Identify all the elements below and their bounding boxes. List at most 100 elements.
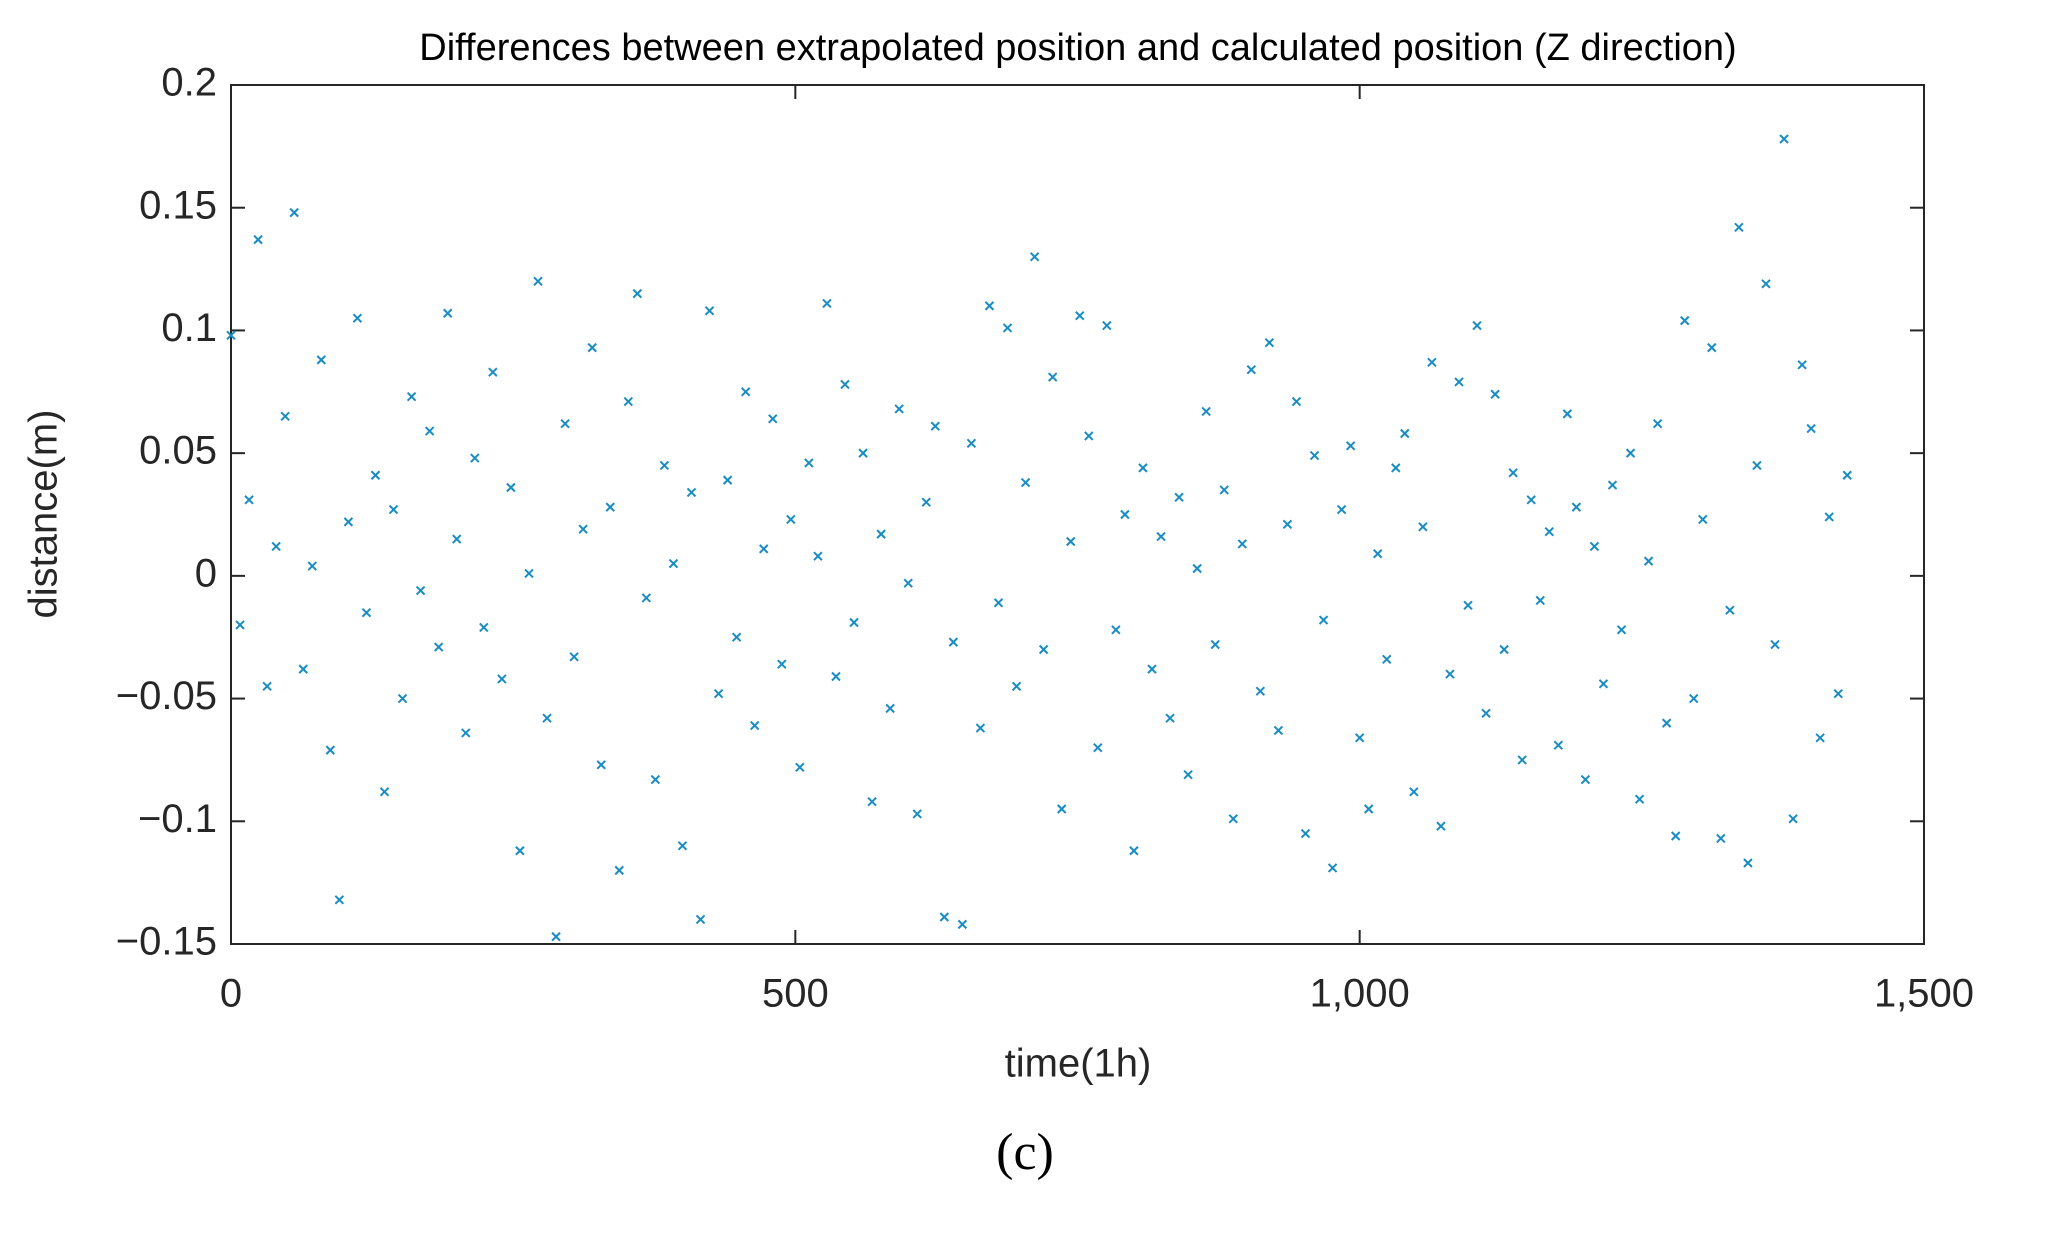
point: [912, 809, 922, 819]
point: [984, 301, 995, 311]
point: [289, 207, 299, 218]
x-axis-label: time(1h): [1005, 1042, 1152, 1086]
point: [1237, 539, 1247, 549]
point: [470, 453, 480, 463]
point: [1661, 718, 1672, 728]
point: [650, 774, 661, 785]
point: [397, 693, 408, 704]
point: [551, 931, 561, 942]
point: [668, 558, 679, 569]
point: [1535, 595, 1545, 606]
point: [686, 487, 697, 498]
y-axis-label: distance(m): [22, 410, 66, 619]
y-tick-label: 0: [195, 551, 217, 595]
point: [316, 355, 327, 365]
point: [1607, 480, 1618, 490]
point: [244, 495, 254, 505]
point: [1670, 831, 1681, 841]
point: [1327, 863, 1338, 873]
point: [1363, 804, 1374, 814]
point: [1056, 804, 1067, 814]
point: [1093, 742, 1103, 753]
point: [804, 458, 814, 468]
point: [695, 914, 706, 925]
point: [1228, 814, 1238, 824]
point: [1652, 418, 1663, 429]
point: [1643, 556, 1654, 566]
point: [587, 342, 597, 353]
point: [1391, 463, 1401, 473]
point: [1743, 858, 1753, 868]
point: [1138, 463, 1148, 473]
point: [560, 418, 570, 429]
point: [1382, 654, 1392, 665]
point: [1318, 615, 1329, 625]
point: [894, 404, 904, 414]
point: [1689, 693, 1699, 704]
y-tick-label: 0.15: [139, 183, 217, 227]
point: [713, 688, 724, 699]
point: [578, 524, 588, 534]
point: [759, 544, 769, 554]
point: [1201, 406, 1211, 417]
point: [262, 681, 272, 692]
point: [1129, 846, 1139, 856]
point: [1111, 625, 1121, 635]
point: [1210, 639, 1220, 650]
point: [1354, 733, 1365, 743]
x-tick-label: 500: [762, 972, 829, 1016]
point: [786, 514, 796, 525]
point: [795, 762, 805, 772]
point: [740, 387, 751, 397]
point: [1020, 477, 1031, 488]
point: [641, 593, 652, 603]
point: [1716, 833, 1726, 844]
point: [885, 703, 895, 714]
point: [415, 585, 426, 596]
point: [876, 529, 886, 539]
point: [1255, 686, 1266, 696]
point: [1165, 713, 1175, 723]
point: [768, 414, 778, 424]
point: [975, 723, 986, 733]
point: [831, 671, 841, 682]
point: [1625, 448, 1636, 458]
point: [1309, 450, 1320, 461]
point: [849, 617, 859, 628]
point: [515, 846, 525, 856]
point: [1589, 541, 1600, 552]
point: [1418, 522, 1428, 532]
point: [1761, 279, 1771, 289]
y-tick-label: −0.05: [116, 674, 217, 718]
y-tick-label: −0.1: [138, 797, 217, 841]
point: [307, 561, 317, 571]
point: [1553, 740, 1564, 750]
point: [704, 306, 715, 316]
y-tick-label: 0.1: [161, 306, 217, 350]
point: [1445, 669, 1455, 679]
point: [370, 470, 381, 480]
point: [524, 568, 534, 579]
point: [966, 438, 977, 449]
point: [298, 664, 308, 674]
point: [596, 760, 606, 770]
point: [1436, 821, 1446, 831]
point: [1282, 519, 1293, 530]
point: [722, 475, 733, 485]
point: [1680, 315, 1690, 326]
point: [1788, 814, 1798, 824]
point: [1183, 769, 1193, 780]
point: [1580, 774, 1591, 785]
point: [1246, 364, 1257, 375]
point: [1734, 222, 1744, 233]
point: [1273, 725, 1284, 736]
point: [1797, 360, 1807, 370]
point: [442, 308, 453, 318]
point: [1562, 409, 1573, 419]
point: [452, 534, 462, 544]
point: [822, 298, 832, 309]
point: [1066, 536, 1076, 547]
point: [858, 448, 868, 458]
point: [993, 598, 1004, 608]
point: [1598, 679, 1609, 689]
